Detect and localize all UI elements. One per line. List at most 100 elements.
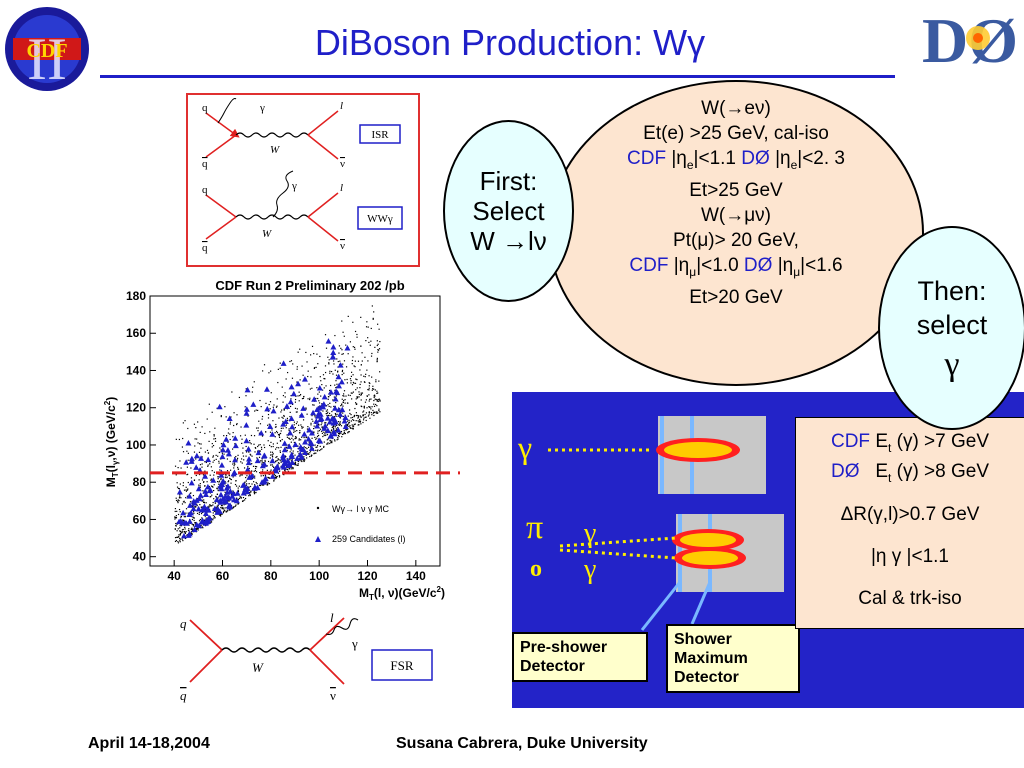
mc-point xyxy=(177,500,179,502)
mc-point xyxy=(346,424,349,427)
candidate-point xyxy=(313,418,320,424)
mc-point xyxy=(229,421,232,423)
mc-point xyxy=(324,378,326,380)
mc-point xyxy=(205,502,207,504)
mc-point xyxy=(332,399,334,401)
mc-point xyxy=(193,451,196,453)
mc-point xyxy=(356,397,359,399)
mc-point xyxy=(270,441,272,443)
mc-point xyxy=(271,451,274,453)
mc-point xyxy=(214,502,216,504)
mc-point xyxy=(276,442,278,444)
candidate-point xyxy=(269,473,276,479)
mc-point xyxy=(286,468,288,470)
mc-point xyxy=(311,418,313,420)
mc-point xyxy=(290,468,292,470)
mc-point xyxy=(348,409,351,411)
mc-point xyxy=(314,414,316,417)
mc-point xyxy=(261,458,263,460)
mc-point xyxy=(328,396,330,398)
mc-point xyxy=(195,426,197,429)
candidate-point xyxy=(308,429,315,436)
mc-point xyxy=(276,446,278,449)
mc-point xyxy=(359,421,361,423)
mc-point xyxy=(190,531,193,533)
mc-point xyxy=(255,481,257,484)
mc-point xyxy=(376,340,378,342)
mc-point xyxy=(370,340,372,342)
mc-point xyxy=(333,439,336,441)
mc-point xyxy=(313,352,315,355)
mc-point xyxy=(348,423,350,425)
mc-point xyxy=(377,349,380,351)
candidate-point xyxy=(186,518,193,524)
candidate-point xyxy=(220,441,227,448)
svg-text:q: q xyxy=(180,616,187,631)
mc-point xyxy=(325,405,328,407)
mc-point xyxy=(324,365,327,367)
mc-point xyxy=(260,405,262,408)
mc-point xyxy=(258,484,261,487)
mc-point xyxy=(257,445,259,448)
mc-point xyxy=(365,326,368,328)
mc-point xyxy=(296,421,298,423)
mc-point xyxy=(296,430,298,432)
mc-point xyxy=(291,437,293,439)
mc-point xyxy=(365,412,368,414)
mc-point xyxy=(318,424,320,426)
mc-point xyxy=(237,498,240,500)
mc-point xyxy=(233,424,235,427)
mc-point xyxy=(216,480,219,483)
mc-point xyxy=(347,432,349,434)
feynman-wwg: q q γ W l ν WWγ xyxy=(202,170,403,254)
mc-point xyxy=(217,455,219,457)
mc-point xyxy=(244,481,246,483)
mc-point xyxy=(236,457,239,459)
candidate-point xyxy=(224,483,231,489)
mc-point xyxy=(301,398,304,400)
mc-point xyxy=(350,380,352,382)
mc-point xyxy=(239,496,241,498)
mc-point xyxy=(307,453,309,455)
mc-point xyxy=(216,407,218,409)
mc-point xyxy=(348,419,350,421)
mc-point xyxy=(354,407,356,410)
mc-point xyxy=(340,347,342,349)
mc-point xyxy=(259,484,262,487)
candidate-point xyxy=(298,445,305,452)
mc-point xyxy=(204,509,206,511)
mc-point xyxy=(193,517,195,519)
mc-point xyxy=(373,396,375,398)
mc-point xyxy=(204,451,206,453)
mc-point xyxy=(184,420,186,422)
mc-point xyxy=(213,489,215,492)
mc-point xyxy=(297,451,299,453)
mc-point xyxy=(303,456,305,458)
mc-point xyxy=(274,436,276,438)
candidate-point xyxy=(294,455,301,461)
mc-point xyxy=(356,333,358,336)
mc-point xyxy=(299,348,301,350)
mc-point xyxy=(212,501,214,504)
mc-point xyxy=(179,533,181,535)
mc-point xyxy=(280,411,282,413)
plot-xlabel: MT(l, ν)(GeV/c2) xyxy=(359,585,445,602)
mc-point xyxy=(321,403,323,405)
mc-point xyxy=(357,420,359,422)
mc-point xyxy=(315,446,317,448)
mc-point xyxy=(373,403,375,405)
mc-point xyxy=(294,430,296,432)
mc-point xyxy=(336,439,338,441)
mc-point xyxy=(311,437,313,439)
mc-point xyxy=(325,413,327,415)
mc-point xyxy=(353,416,355,418)
mc-point xyxy=(354,402,357,404)
mc-point xyxy=(374,398,376,400)
mc-point xyxy=(284,470,286,472)
mc-point xyxy=(262,469,264,471)
mc-point xyxy=(177,466,179,469)
mc-point xyxy=(263,444,265,446)
mc-point xyxy=(317,363,319,365)
mc-point xyxy=(361,352,363,354)
candidate-point xyxy=(176,489,183,495)
